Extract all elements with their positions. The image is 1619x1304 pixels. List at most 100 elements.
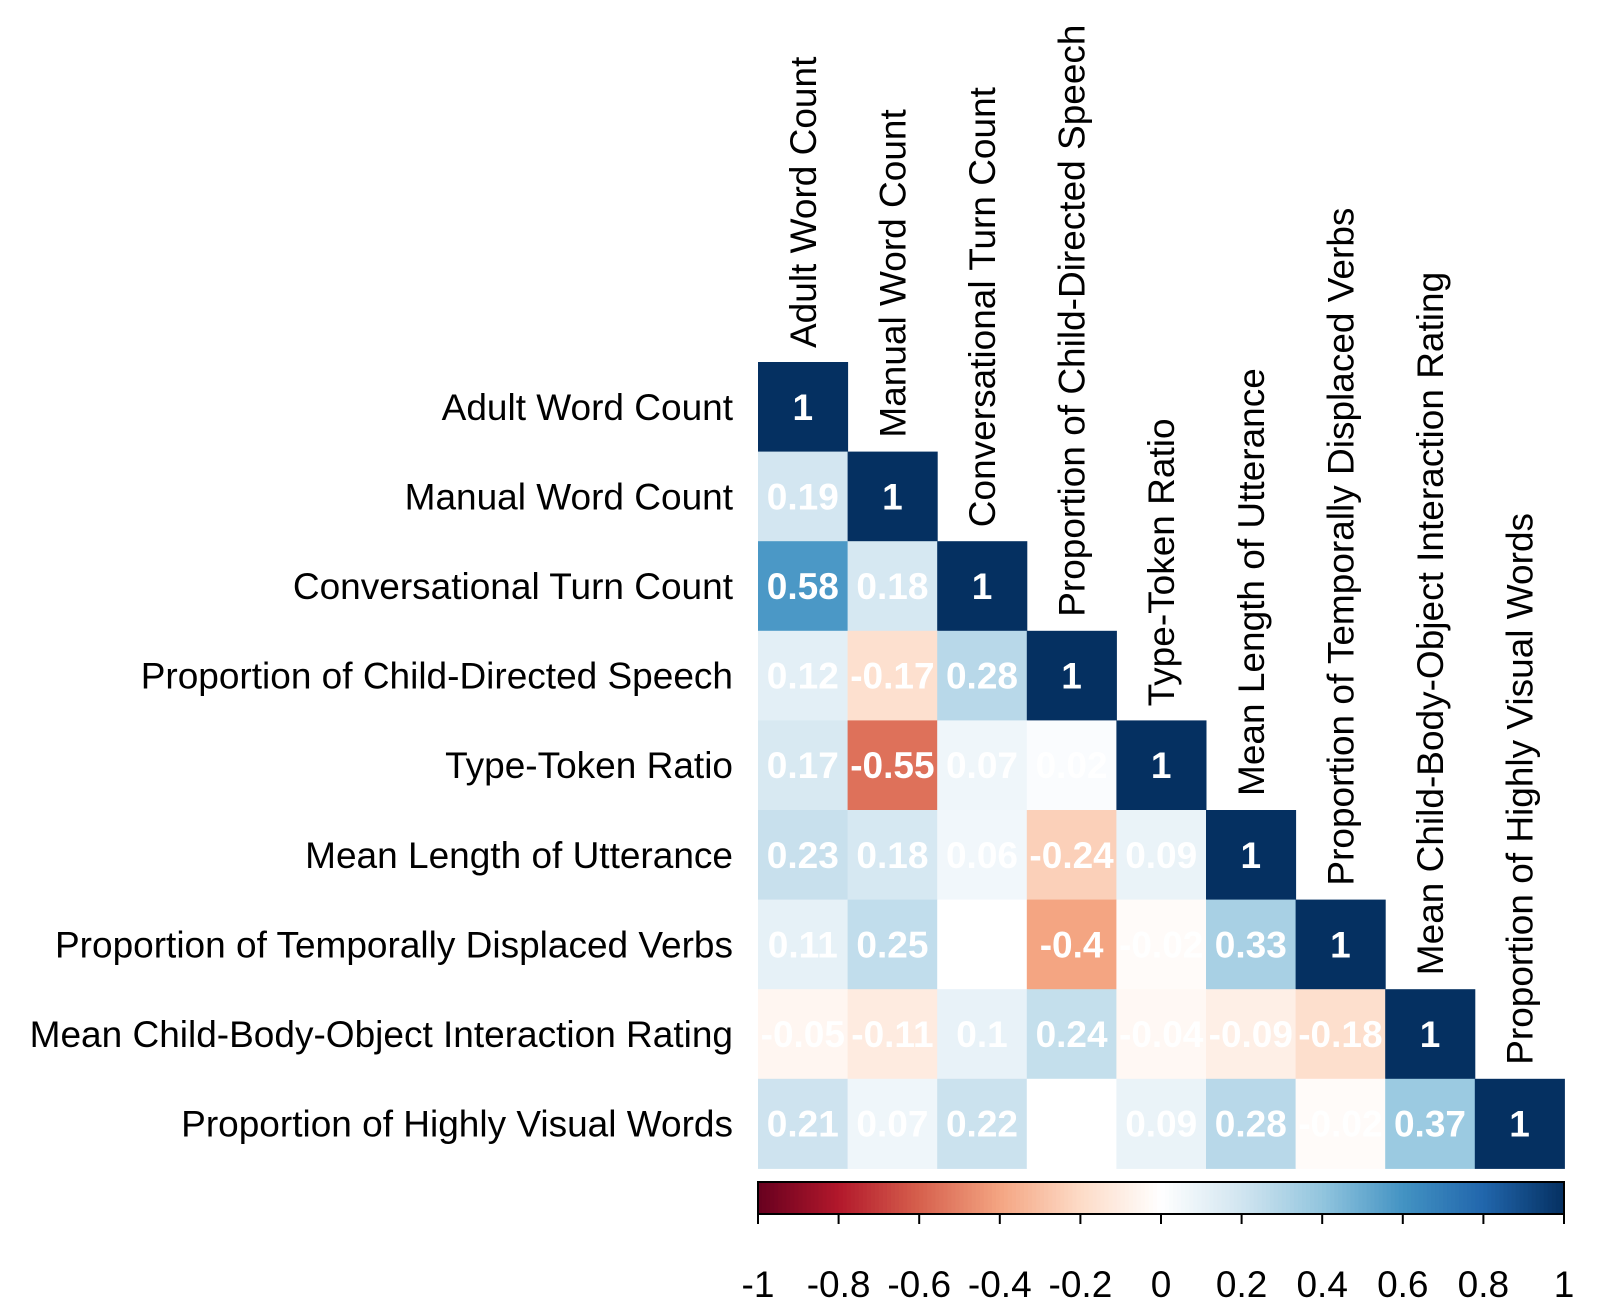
heatmap-cells: 1 0.19 1 0.58 0.18 1 0.12 -0.17 0.28 1 0.17 -0.55 0.… [758,362,1565,1169]
heatmap-cell [847,1078,938,1169]
colorbar-segment [1314,1182,1319,1214]
colorbar-tick-label: -0.6 [887,1264,951,1304]
colorbar-segment [927,1182,932,1214]
heatmap-cell [758,451,849,542]
colorbar-tick-label: -1 [742,1264,775,1304]
cell-value-label: 1 [793,387,814,428]
colorbar-segment [1334,1182,1339,1214]
heatmap-cell [937,541,1028,632]
colorbar-segment [874,1182,880,1214]
column-label: Proportion of Highly Visual Words [1500,513,1541,1065]
cell-value-label: 0.11 [768,924,838,965]
colorbar-segment [1451,1182,1456,1214]
colorbar-segment [1068,1182,1073,1214]
colorbar-segment [1298,1182,1303,1214]
colorbar-segment [1463,1182,1468,1214]
colorbar-segment [1330,1182,1335,1214]
colorbar-segment [1527,1182,1533,1214]
colorbar-segment [1326,1182,1331,1214]
colorbar-segment [1338,1182,1343,1214]
cell-value-label: 0.21 [767,1104,839,1145]
colorbar-segment [995,1182,1001,1214]
colorbar-tick-label: 0.6 [1377,1264,1428,1304]
cell-value-label: 0.23 [767,835,839,876]
colorbar-segment [1322,1182,1327,1214]
colorbar-segment [1439,1182,1444,1214]
colorbar-segment [758,1182,763,1214]
colorbar-segment [818,1182,824,1214]
heatmap-cell [847,451,938,542]
heatmap-cell [1385,1078,1476,1169]
heatmap-cell [758,720,849,811]
colorbar-segment [854,1182,860,1214]
cell-value-label: 1 [1420,1014,1441,1055]
colorbar-segment [1056,1182,1061,1214]
colorbar-segment [1253,1182,1259,1214]
colorbar-segment [886,1182,892,1214]
colorbar-segment [1156,1182,1162,1214]
heatmap-cell [1026,720,1117,811]
colorbar-segment [834,1182,840,1214]
heatmap-cell [847,630,938,721]
cell-value-label: -0.55 [850,745,934,786]
colorbar-tick-label: 0.4 [1296,1264,1347,1304]
cell-value-label: 0.33 [1215,924,1287,965]
column-labels: Adult Word Count Manual Word Count Convers… [783,24,1541,1064]
colorbar-segment [1358,1182,1364,1214]
colorbar-segment [830,1182,836,1214]
colorbar-segment [878,1182,884,1214]
colorbar-segment [1007,1182,1013,1214]
heatmap-cell [758,541,849,632]
colorbar-segment [1289,1182,1295,1214]
row-labels: Adult Word Count Manual Word Count Convers… [30,387,734,1145]
colorbar-segment [955,1182,961,1214]
row-label: Mean Length of Utterance [305,835,733,876]
colorbar-segment [850,1182,856,1214]
colorbar-segment [794,1182,799,1214]
colorbar-segment [939,1182,944,1214]
colorbar-segment [1265,1182,1271,1214]
colorbar-segment [1189,1182,1194,1214]
heatmap-cell [937,989,1028,1080]
colorbar-segment [1241,1182,1247,1214]
colorbar-segment [1161,1182,1166,1214]
cell-value-label: 0.09 [1125,835,1197,876]
heatmap-cell [1206,810,1297,901]
colorbar-segment [1318,1182,1323,1214]
colorbar-segment [1124,1182,1130,1214]
colorbar-segment [1406,1182,1412,1214]
column-label: Proportion of Child-Directed Speech [1052,24,1093,616]
cell-value-label: 0.24 [1036,1014,1108,1055]
colorbar-segment [1302,1182,1307,1214]
colorbar-segment [1177,1182,1182,1214]
colorbar-segment [1152,1182,1158,1214]
colorbar-segment [1036,1182,1041,1214]
colorbar-segment [890,1182,896,1214]
colorbar-tick-label: -0.2 [1049,1264,1113,1304]
colorbar-segment [778,1182,783,1214]
colorbar-segment [1040,1182,1045,1214]
cell-value-label: 0.07 [946,745,1018,786]
colorbar-segment [1132,1182,1138,1214]
colorbar-segment [1088,1182,1094,1214]
colorbar-segment [1100,1182,1106,1214]
colorbar-segment [1032,1182,1037,1214]
colorbar-segment [1354,1182,1360,1214]
cell-value-label: -0.02 [1119,924,1203,965]
colorbar-segment [790,1182,795,1214]
colorbar-segment [770,1182,775,1214]
colorbar-segment [971,1182,977,1214]
colorbar-segment [802,1182,807,1214]
colorbar-segment [1418,1182,1424,1214]
cell-value-label: 1 [1241,835,1262,876]
colorbar-segment [1060,1182,1065,1214]
colorbar-segment [1269,1182,1275,1214]
colorbar-segment [882,1182,888,1214]
colorbar-tick-label: -0.4 [968,1264,1032,1304]
cell-value-label: 0.12 [767,656,839,697]
colorbar-segment [1435,1182,1440,1214]
colorbar-segment [1426,1182,1432,1214]
colorbar-segment [798,1182,803,1214]
colorbar-segment [1084,1182,1090,1214]
colorbar-segment [1539,1182,1545,1214]
